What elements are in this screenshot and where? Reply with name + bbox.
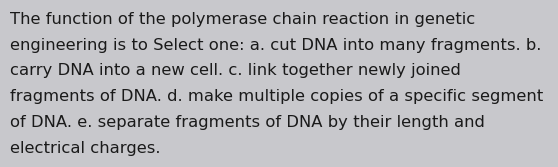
Text: carry DNA into a new cell. c. link together newly joined: carry DNA into a new cell. c. link toget…: [10, 63, 461, 78]
Text: fragments of DNA. d. make multiple copies of a specific segment: fragments of DNA. d. make multiple copie…: [10, 89, 543, 104]
Text: of DNA. e. separate fragments of DNA by their length and: of DNA. e. separate fragments of DNA by …: [10, 115, 485, 130]
Text: engineering is to Select one: a. cut DNA into many fragments. b.: engineering is to Select one: a. cut DNA…: [10, 38, 541, 53]
Text: The function of the polymerase chain reaction in genetic: The function of the polymerase chain rea…: [10, 12, 475, 27]
Text: electrical charges.: electrical charges.: [10, 141, 161, 156]
